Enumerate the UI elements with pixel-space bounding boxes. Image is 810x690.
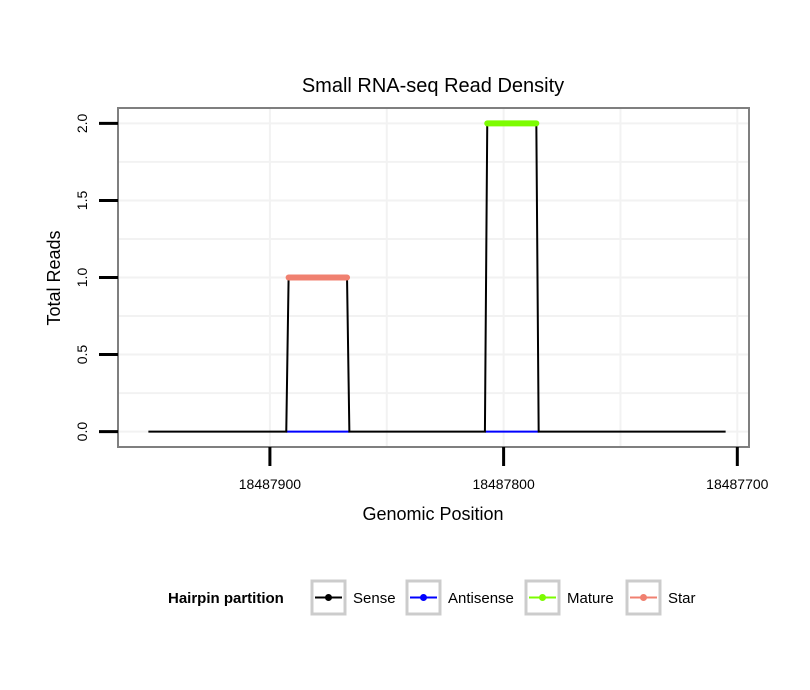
y-axis: 0.0 0.5 1.0 1.5 2.0 xyxy=(74,113,118,441)
x-tick-label: 18487700 xyxy=(706,476,769,492)
y-axis-label: Total Reads xyxy=(44,230,64,325)
chart-title: Small RNA-seq Read Density xyxy=(302,75,564,97)
y-tick-label: 1.0 xyxy=(74,268,90,288)
legend: Hairpin partition Sense Antisense Mature St… xyxy=(168,579,696,616)
x-axis: 18487900 18487800 18487700 xyxy=(239,447,769,492)
legend-label-antisense: Antisense xyxy=(448,590,514,607)
legend-key-dot xyxy=(640,594,647,601)
legend-key-dot xyxy=(325,594,332,601)
series-sense-line xyxy=(148,122,726,433)
y-tick-label: 1.5 xyxy=(74,191,90,211)
y-tick-label: 2.0 xyxy=(74,113,90,133)
x-tick-label: 18487800 xyxy=(472,476,535,492)
y-tick-label: 0.5 xyxy=(74,345,90,365)
legend-key-dot xyxy=(420,594,427,601)
legend-key-dot xyxy=(539,594,546,601)
x-axis-label: Genomic Position xyxy=(362,504,503,524)
legend-label-star: Star xyxy=(668,590,696,607)
legend-title: Hairpin partition xyxy=(168,590,284,607)
series-group xyxy=(148,120,726,433)
y-tick-label: 0.0 xyxy=(74,422,90,442)
x-tick-label: 18487900 xyxy=(239,476,302,492)
legend-label-sense: Sense xyxy=(353,590,396,607)
legend-label-mature: Mature xyxy=(567,590,614,607)
